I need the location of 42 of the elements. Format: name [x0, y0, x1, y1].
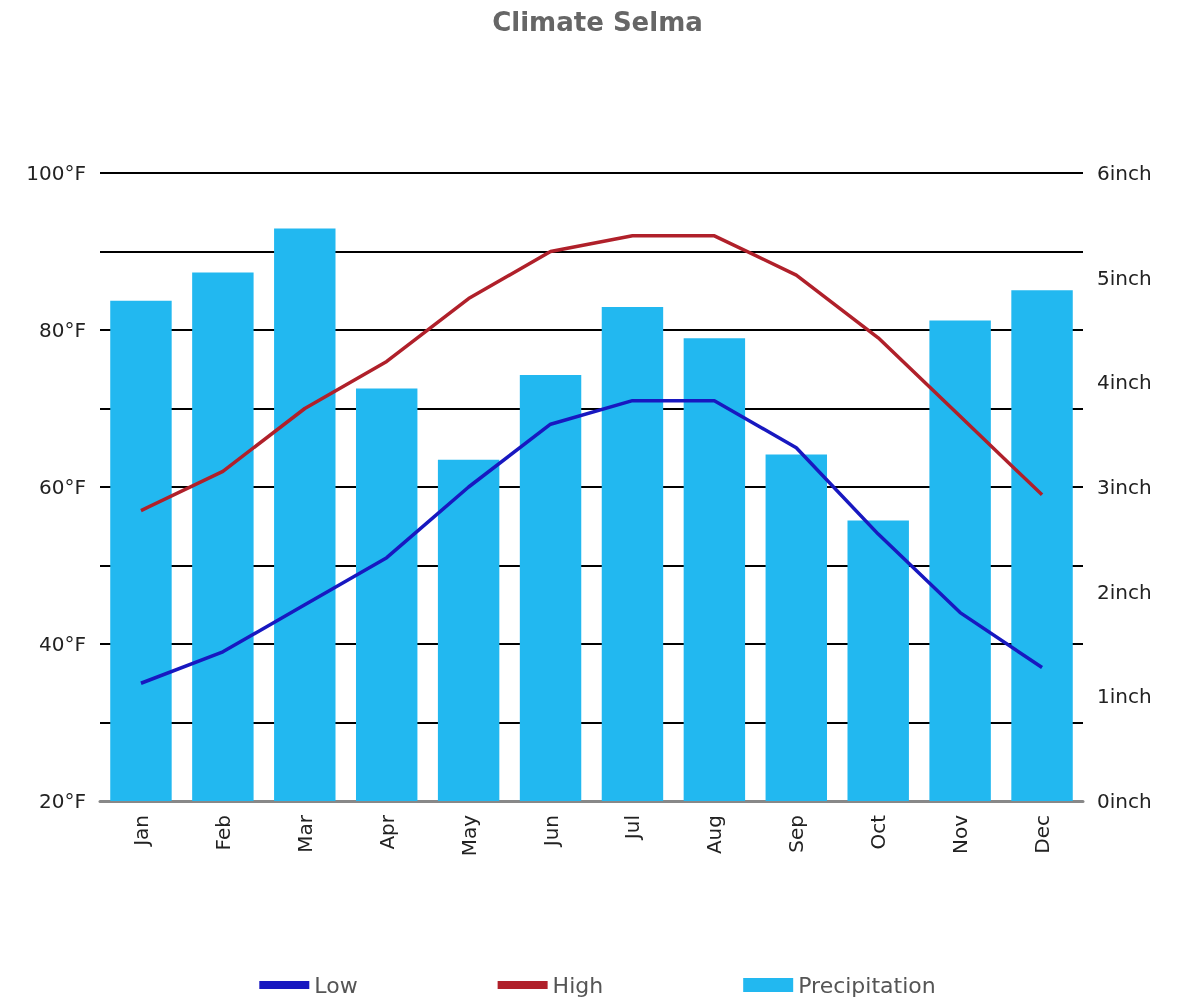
bar: [847, 520, 909, 801]
x-tick-label: Apr: [374, 814, 399, 850]
bar: [601, 306, 664, 801]
bar: [192, 272, 254, 801]
bar: [437, 459, 500, 801]
x-tick-label: Jan: [128, 815, 153, 848]
bar: [110, 300, 172, 801]
x-tick-label: Nov: [948, 814, 973, 855]
bar: [355, 388, 418, 801]
x-tick-label: Jun: [538, 815, 563, 849]
x-tick-label: Mar: [292, 814, 317, 853]
legend-label: Low: [314, 972, 358, 998]
x-tick-label: May: [456, 814, 481, 857]
x-tick-label: Jul: [620, 815, 645, 842]
y-tick-label: 80°F: [39, 318, 86, 342]
y2-tick-label: 0inch: [1097, 789, 1152, 813]
y2-tick-label: 3inch: [1097, 475, 1152, 499]
bar: [274, 228, 336, 801]
x-tick-label: Oct: [866, 814, 891, 850]
line-series: [139, 234, 1044, 513]
y-tick-label: 20°F: [39, 789, 86, 813]
y-tick-label: 60°F: [39, 475, 86, 499]
x-tick-label: Dec: [1030, 815, 1055, 854]
bar: [765, 454, 828, 801]
bar: [1011, 290, 1073, 801]
line-series: [139, 398, 1044, 685]
y2-tick-label: 2inch: [1097, 579, 1152, 604]
bar: [683, 338, 746, 801]
x-tick-label: Aug: [702, 815, 727, 855]
legend-label: Precipitation: [798, 972, 936, 998]
y2-tick-label: 6inch: [1097, 161, 1152, 185]
y-tick-label: 40°F: [39, 632, 86, 656]
y2-tick-label: 1inch: [1097, 684, 1152, 709]
y-tick-label: 100°F: [26, 161, 86, 185]
y2-tick-label: 5inch: [1097, 265, 1152, 290]
y2-tick-label: 4inch: [1097, 370, 1152, 395]
bar: [519, 375, 582, 801]
x-tick-label: Sep: [784, 815, 809, 853]
bar: [929, 320, 991, 801]
legend-label: High: [552, 972, 604, 998]
x-tick-label: Feb: [210, 815, 235, 851]
chart-title: Climate Selma: [492, 7, 703, 37]
